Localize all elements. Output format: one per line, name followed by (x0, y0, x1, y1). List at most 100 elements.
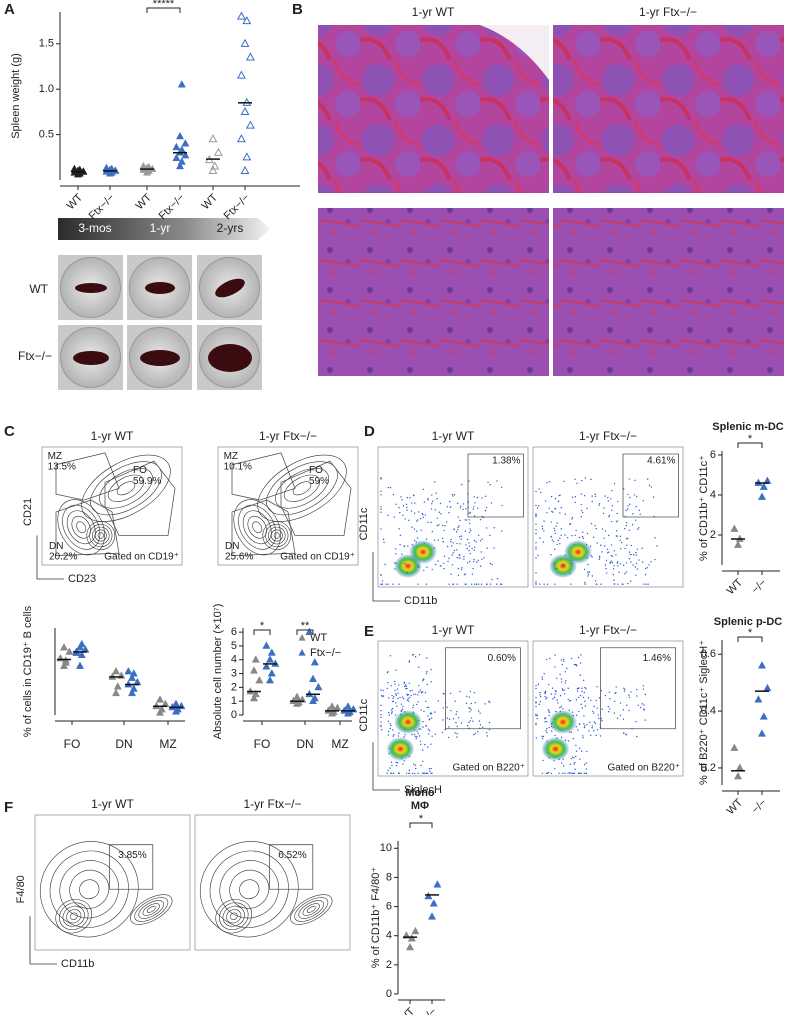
event-dot (462, 503, 465, 505)
event-dot (571, 496, 574, 499)
event-dot (553, 562, 556, 565)
event-dot (650, 486, 652, 488)
event-dot (468, 696, 471, 698)
event-dot (463, 558, 465, 560)
event-dot (580, 703, 582, 706)
event-dot (621, 583, 624, 585)
event-dot (630, 561, 632, 563)
significance-bracket (409, 822, 433, 828)
event-dot (458, 557, 460, 559)
event-dot (420, 709, 422, 711)
data-point (127, 673, 137, 681)
event-dot (544, 690, 547, 693)
event-dot (553, 541, 555, 543)
event-dot (634, 519, 637, 521)
event-dot (428, 719, 431, 721)
event-dot (468, 531, 471, 534)
event-dot (468, 542, 470, 544)
event-dot (465, 583, 467, 585)
spleen (73, 351, 109, 365)
event-dot (457, 574, 460, 577)
gate-label: 13.5% (48, 462, 76, 473)
event-dot (474, 732, 476, 735)
event-dot (443, 693, 445, 695)
event-dot (380, 490, 382, 493)
contour (130, 894, 173, 925)
event-dot (489, 484, 491, 486)
event-dot (577, 772, 579, 774)
event-dot (597, 714, 599, 716)
event-dot (456, 736, 458, 738)
row-label: Ftx−/− (18, 349, 52, 363)
data-point (177, 157, 186, 165)
event-dot (613, 482, 616, 485)
event-dot (606, 552, 609, 554)
y-tick-label: 1.0 (39, 83, 54, 95)
event-dot (430, 508, 433, 510)
event-dot (573, 663, 576, 666)
data-point (411, 926, 420, 935)
event-dot (473, 496, 475, 498)
event-dot (584, 686, 586, 689)
event-dot (623, 690, 626, 692)
event-dot (414, 772, 416, 774)
event-dot (535, 713, 537, 716)
event-dot (595, 583, 598, 585)
event-dot (474, 583, 476, 585)
event-dot (559, 695, 562, 697)
event-dot (400, 703, 403, 705)
event-dot (634, 566, 636, 568)
event-dot (431, 494, 433, 496)
event-dot (548, 507, 550, 509)
event-dot (578, 747, 581, 750)
event-dot (469, 522, 471, 525)
gate-label: DN (49, 541, 63, 552)
event-dot (411, 772, 414, 774)
event-dot (570, 657, 573, 660)
event-dot (423, 501, 426, 503)
event-dot (393, 680, 396, 683)
event-dot (426, 671, 428, 673)
y-tick-label: 2 (231, 681, 237, 693)
event-dot (619, 539, 622, 542)
x-tick-label: WT (725, 796, 746, 817)
event-dot (450, 506, 452, 508)
event-dot (627, 493, 629, 496)
event-dot (499, 583, 502, 585)
event-dot (443, 529, 445, 532)
flow-y-axis: CD11c (358, 698, 370, 731)
event-dot (535, 529, 537, 531)
event-dot (556, 522, 558, 525)
event-dot (611, 562, 614, 564)
event-dot (387, 720, 390, 722)
event-dot (560, 534, 562, 536)
event-dot (469, 690, 472, 692)
significance-bracket (253, 629, 271, 635)
event-dot (654, 537, 656, 539)
event-dot (392, 493, 395, 496)
event-dot (500, 530, 503, 532)
x-tick-label: MZ (159, 737, 176, 751)
event-dot (403, 545, 405, 548)
data-point (314, 682, 323, 691)
event-dot (631, 523, 634, 526)
event-dot (616, 717, 619, 719)
event-dot (481, 726, 484, 728)
data-point (759, 712, 768, 720)
event-dot (635, 554, 637, 556)
density-core (564, 540, 592, 564)
contour (57, 499, 105, 556)
event-dot (583, 763, 586, 766)
event-dot (638, 559, 640, 561)
event-dot (443, 568, 445, 570)
event-dot (462, 508, 464, 511)
event-dot (605, 568, 607, 570)
event-dot (575, 744, 577, 747)
event-dot (596, 686, 598, 688)
event-dot (459, 536, 461, 538)
event-dot (466, 547, 468, 550)
event-dot (404, 685, 406, 688)
data-point (245, 52, 255, 61)
legend-marker (298, 649, 306, 656)
event-dot (380, 583, 382, 585)
